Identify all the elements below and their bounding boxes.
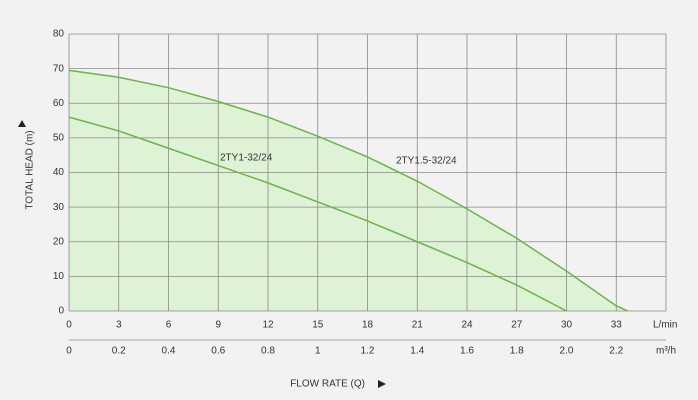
x-tick-label: 12	[262, 320, 274, 331]
x2-tick-label: 0	[66, 346, 72, 357]
x-tick-label: 24	[461, 320, 473, 331]
x2-tick-label: 2.2	[609, 346, 623, 357]
x2-tick-label: 0.2	[112, 346, 126, 357]
x2-tick-label: 1.4	[410, 346, 424, 357]
curve	[68, 69, 629, 312]
x2-tick-label: 1.6	[460, 346, 474, 357]
x2-unit: m³/h	[656, 346, 676, 357]
x-tick-label: 21	[412, 320, 424, 331]
area	[69, 70, 628, 311]
y-axis-title: TOTAL HEAD (m)	[25, 130, 36, 209]
x2-tick-label: 2.0	[560, 346, 574, 357]
x-axis-arrow	[378, 380, 386, 388]
y-axis-arrow	[18, 120, 26, 127]
y-tick-label: 60	[53, 98, 65, 109]
x-tick-label: 33	[611, 320, 623, 331]
x2-tick-label: 1	[315, 346, 321, 357]
x2-tick-label: 0.8	[261, 346, 275, 357]
y-tick-label: 70	[53, 63, 65, 74]
x-tick-label: 0	[66, 320, 72, 331]
x2-tick-label: 0.6	[211, 346, 225, 357]
y-tick-label: 10	[53, 271, 65, 282]
x-tick-label: 9	[215, 320, 221, 331]
y-tick-label: 80	[53, 29, 65, 40]
y-tick-label: 30	[53, 202, 65, 213]
x2-tick-label: 1.2	[361, 346, 375, 357]
x-tick-label: 30	[561, 320, 573, 331]
y-tick-label: 20	[53, 236, 65, 247]
x2-tick-label: 0.4	[162, 346, 176, 357]
x-axis-title: FLOW RATE (Q)	[290, 379, 365, 390]
x-tick-label: 3	[116, 320, 122, 331]
y-tick-label: 50	[53, 133, 65, 144]
y-tick-label: 40	[53, 167, 65, 178]
x-tick-label: 27	[511, 320, 523, 331]
x-tick-label: 6	[166, 320, 172, 331]
x-tick-label: 18	[362, 320, 374, 331]
x2-tick-label: 1.8	[510, 346, 524, 357]
x-unit: L/min	[653, 320, 677, 331]
series-label: 2TY1.5-32/24	[396, 156, 457, 167]
x-tick-label: 15	[312, 320, 324, 331]
curve	[68, 116, 567, 312]
y-tick-label: 0	[58, 306, 64, 317]
series-label: 2TY1-32/24	[220, 153, 273, 164]
